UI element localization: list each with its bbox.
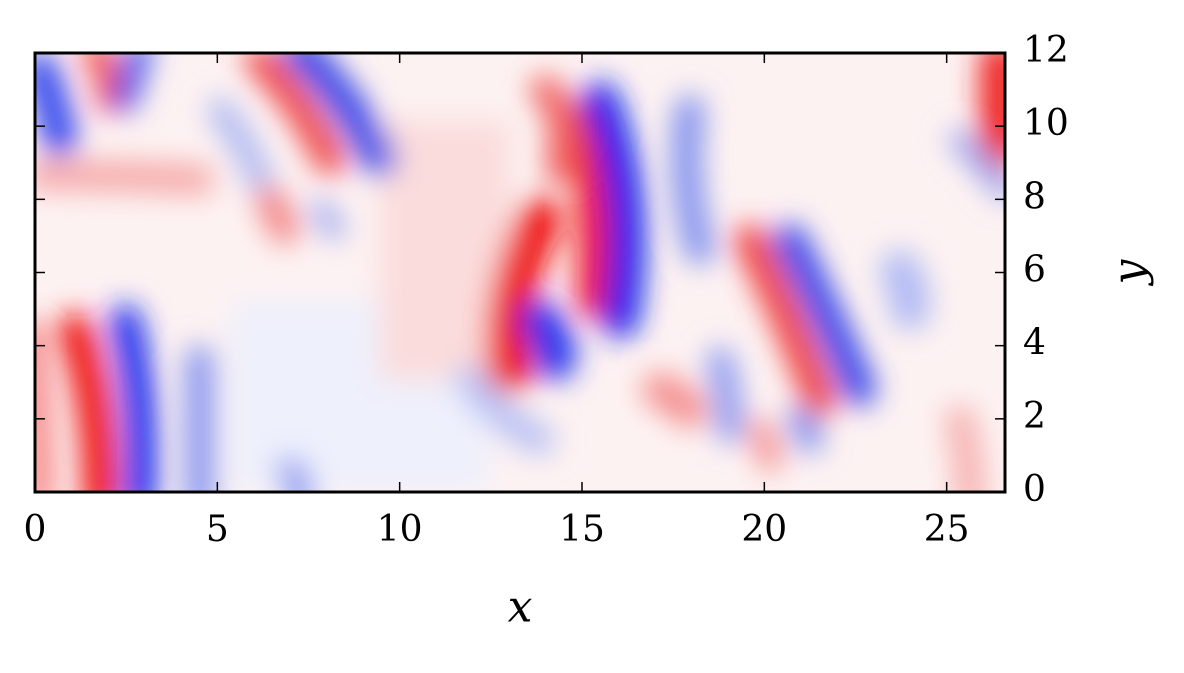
x-tick-label: 5 xyxy=(206,509,229,550)
field xyxy=(35,53,1005,492)
y-tick-label: 12 xyxy=(1023,30,1069,71)
x-tick-label: 20 xyxy=(741,509,787,550)
y-tick-label: 2 xyxy=(1023,396,1046,437)
x-tick-label: 10 xyxy=(377,509,423,550)
x-axis-label: x xyxy=(508,582,533,633)
x-tick-label: 0 xyxy=(24,509,47,550)
x-tick-label: 25 xyxy=(924,509,970,550)
x-tick-label: 15 xyxy=(559,509,605,550)
y-tick-label: 6 xyxy=(1023,250,1046,291)
y-tick-label: 10 xyxy=(1023,103,1069,144)
y-tick-label: 8 xyxy=(1023,176,1046,217)
y-tick-label: 0 xyxy=(1023,469,1046,510)
y-tick-label: 4 xyxy=(1023,323,1046,364)
y-axis-label: y xyxy=(1104,258,1155,286)
